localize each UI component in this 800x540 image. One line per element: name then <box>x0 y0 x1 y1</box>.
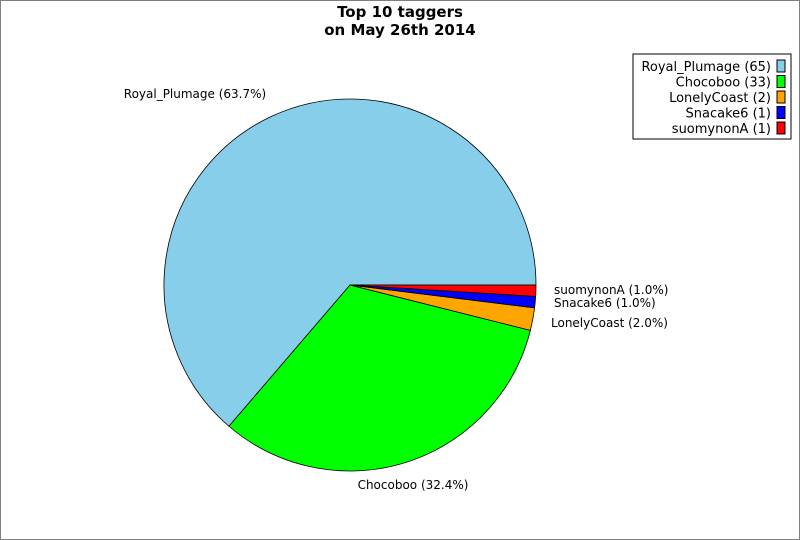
slice-label-suomynona: suomynonA (1.0%) <box>554 283 668 297</box>
slice-label-lonelycoast: LonelyCoast (2.0%) <box>551 316 668 330</box>
pie-slice-chocoboo <box>228 284 531 472</box>
legend: Royal_Plumage (65)Chocoboo (33)LonelyCoa… <box>632 53 792 140</box>
legend-swatch-suomynona <box>776 121 786 135</box>
pie-slice-suomynona <box>349 284 537 297</box>
legend-swatch-royal-plumage <box>776 59 786 73</box>
legend-label-snacake6: Snacake6 (1) <box>686 107 771 122</box>
legend-label-royal-plumage: Royal_Plumage (65) <box>641 60 771 75</box>
legend-swatch-snacake6 <box>776 106 786 119</box>
pie-slice-royal-plumage <box>163 98 537 427</box>
legend-swatch-lonelycoast <box>776 90 786 104</box>
chart-title: Top 10 taggers on May 26th 2014 <box>0 3 800 39</box>
pie-slices <box>163 98 537 472</box>
chart-title-line-2: on May 26th 2014 <box>324 21 476 39</box>
legend-label-lonelycoast: LonelyCoast (2) <box>669 91 771 106</box>
chart-title-line-1: Top 10 taggers <box>337 3 463 21</box>
legend-label-chocoboo: Chocoboo (33) <box>676 76 771 91</box>
legend-box <box>632 53 792 140</box>
legend-swatch-chocoboo <box>776 75 786 88</box>
legend-label-suomynona: suomynonA (1) <box>672 122 771 137</box>
slice-label-royal-plumage: Royal_Plumage (63.7%) <box>124 87 266 101</box>
slice-labels: Royal_Plumage (63.7%) Chocoboo (32.4%) Lon… <box>124 87 669 492</box>
slice-label-snacake6: Snacake6 (1.0%) <box>554 296 656 310</box>
slice-label-chocoboo: Chocoboo (32.4%) <box>358 478 469 492</box>
